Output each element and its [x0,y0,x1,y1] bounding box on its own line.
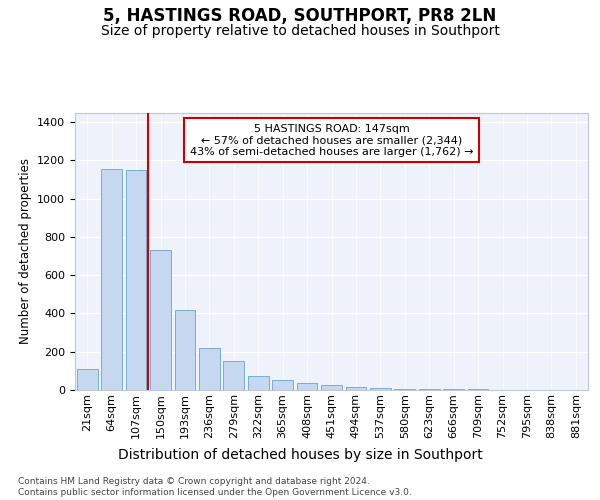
Text: 5 HASTINGS ROAD: 147sqm
← 57% of detached houses are smaller (2,344)
43% of semi: 5 HASTINGS ROAD: 147sqm ← 57% of detache… [190,124,473,157]
Text: 5, HASTINGS ROAD, SOUTHPORT, PR8 2LN: 5, HASTINGS ROAD, SOUTHPORT, PR8 2LN [103,8,497,26]
Text: Contains HM Land Registry data © Crown copyright and database right 2024.
Contai: Contains HM Land Registry data © Crown c… [18,478,412,497]
Bar [150,250,171,390]
Y-axis label: Number of detached properties: Number of detached properties [19,158,32,344]
Bar [175,310,196,390]
Bar [125,170,146,390]
Text: Size of property relative to detached houses in Southport: Size of property relative to detached ho… [101,24,499,38]
Bar [346,387,367,390]
Bar [321,385,342,390]
Bar [443,389,464,390]
Bar [272,380,293,390]
Bar [248,376,269,390]
Text: Distribution of detached houses by size in Southport: Distribution of detached houses by size … [118,448,482,462]
Bar [296,382,317,390]
Bar [419,389,440,390]
Bar [77,369,98,390]
Bar [370,388,391,390]
Bar [199,348,220,390]
Bar [101,169,122,390]
Bar [223,362,244,390]
Bar [394,389,415,390]
